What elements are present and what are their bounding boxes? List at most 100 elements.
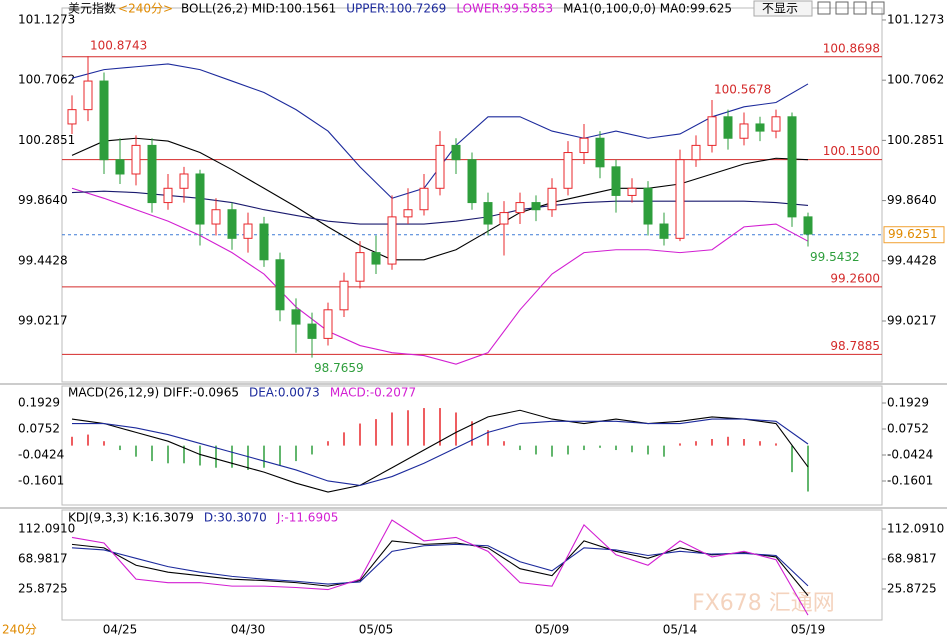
candle-body <box>307 323 317 339</box>
candle-body <box>787 116 797 218</box>
candle-body <box>611 166 621 196</box>
period-footer: 240分 <box>2 623 37 637</box>
indicator-label: BOLL(26,2) MID:100.1561 <box>181 2 336 16</box>
candle-body <box>531 202 541 211</box>
indicator-label: DEA:0.0073 <box>249 386 320 400</box>
candle-body <box>211 209 221 225</box>
y-tick-label: 99.4428 <box>18 253 68 267</box>
indicator-line <box>71 519 809 616</box>
candle-body <box>67 109 77 125</box>
hide-button[interactable] <box>753 0 813 17</box>
kdj-frame <box>61 509 883 621</box>
candle-body <box>595 137 605 168</box>
indicator-label: MACD:-0.2077 <box>330 386 416 400</box>
candle-body <box>419 187 429 211</box>
x-tick-label: 05/14 <box>663 623 698 637</box>
level-label: 100.8698 <box>823 41 880 55</box>
x-tick-label: 05/09 <box>535 623 570 637</box>
candle-body <box>227 209 237 239</box>
candle-body <box>499 212 509 225</box>
candle-body <box>387 216 397 265</box>
candle-body <box>691 144 701 161</box>
candle-body <box>163 187 173 204</box>
indicator-line <box>71 409 809 493</box>
candle-body <box>147 144 157 204</box>
icon-button[interactable] <box>871 1 885 15</box>
candle-body <box>403 209 413 218</box>
indicator-line <box>72 418 809 486</box>
candle-body <box>355 252 365 282</box>
candle-body <box>515 202 525 214</box>
y-tick-label: 68.9817 <box>887 551 937 565</box>
level-label: 98.7885 <box>830 339 880 353</box>
candle-body <box>275 259 285 311</box>
x-tick-label: 05/05 <box>359 623 394 637</box>
watermark: FX678 汇通网 <box>692 591 835 616</box>
y-tick-label: 100.2851 <box>887 133 944 147</box>
candle-body <box>627 187 637 196</box>
y-tick-label: 25.8725 <box>887 581 937 595</box>
y-tick-label: 99.0217 <box>887 313 937 327</box>
candle-body <box>483 202 493 225</box>
y-tick-label: 0.1929 <box>18 395 60 409</box>
x-tick-label: 04/30 <box>231 623 266 637</box>
title: 美元指数 <box>68 1 116 16</box>
y-tick-label: 100.7062 <box>18 73 75 87</box>
candle-body <box>707 116 717 146</box>
candle-body <box>467 159 477 204</box>
y-tick-label: 99.8640 <box>887 193 937 207</box>
candle-body <box>243 223 253 239</box>
indicator-line <box>71 137 809 261</box>
candle-body <box>323 309 333 339</box>
y-tick-label: 100.2851 <box>18 133 75 147</box>
hide-button-label[interactable]: 不显示 <box>762 2 798 16</box>
indicator-label: KDJ(9,3,3) K:16.3079 <box>68 511 194 525</box>
indicator-label: J:-11.6905 <box>276 511 339 525</box>
candle-body <box>755 123 765 132</box>
annotation: 100.8743 <box>90 39 147 53</box>
y-tick-label: 0.1929 <box>887 395 929 409</box>
y-tick-label: 68.9817 <box>18 551 68 565</box>
indicator-label: MA1(0,100,0,0) MA0:99.625 <box>563 2 732 16</box>
candle-body <box>115 159 125 175</box>
period: <240分> <box>118 2 173 16</box>
y-tick-label: 100.7062 <box>887 73 944 87</box>
indicator-label: MACD(26,12,9) DIFF:-0.0965 <box>68 386 239 400</box>
indicator-line <box>71 187 809 365</box>
icon-button[interactable] <box>835 1 849 15</box>
candle-body <box>99 80 109 161</box>
icon-button[interactable] <box>853 1 867 15</box>
candle-body <box>339 280 349 311</box>
y-tick-label: 112.0910 <box>887 522 944 536</box>
indicator-label: LOWER:99.5853 <box>456 2 553 16</box>
candle-body <box>771 116 781 132</box>
indicator-line <box>71 543 809 587</box>
y-tick-label: -0.1601 <box>18 474 64 488</box>
candle-body <box>83 80 93 111</box>
candle-body <box>579 137 589 154</box>
indicator-label: UPPER:100.7269 <box>346 2 446 16</box>
y-tick-label: 0.0752 <box>887 422 929 436</box>
y-tick-label: 99.8640 <box>18 193 68 207</box>
y-tick-label: 99.0217 <box>18 313 68 327</box>
y-tick-label: 112.0910 <box>18 522 75 536</box>
level-label: 100.1500 <box>823 144 880 158</box>
candle-body <box>739 123 749 139</box>
candle-body <box>291 309 301 325</box>
candle-body <box>131 144 141 175</box>
candle-body <box>259 223 269 261</box>
candle-body <box>563 152 573 189</box>
main-frame <box>61 7 883 383</box>
y-tick-label: -0.1601 <box>887 474 933 488</box>
annotation: 99.5432 <box>810 250 860 264</box>
indicator-label: D:30.3070 <box>204 511 267 525</box>
x-tick-label: 05/19 <box>791 623 826 637</box>
candle-body <box>547 187 557 211</box>
annotation: 98.7659 <box>314 361 364 375</box>
annotation: 100.5678 <box>714 82 771 96</box>
y-tick-label: 101.1273 <box>887 12 944 26</box>
icon-button[interactable] <box>817 1 831 15</box>
candle-body <box>371 252 381 265</box>
indicator-line <box>71 540 809 596</box>
